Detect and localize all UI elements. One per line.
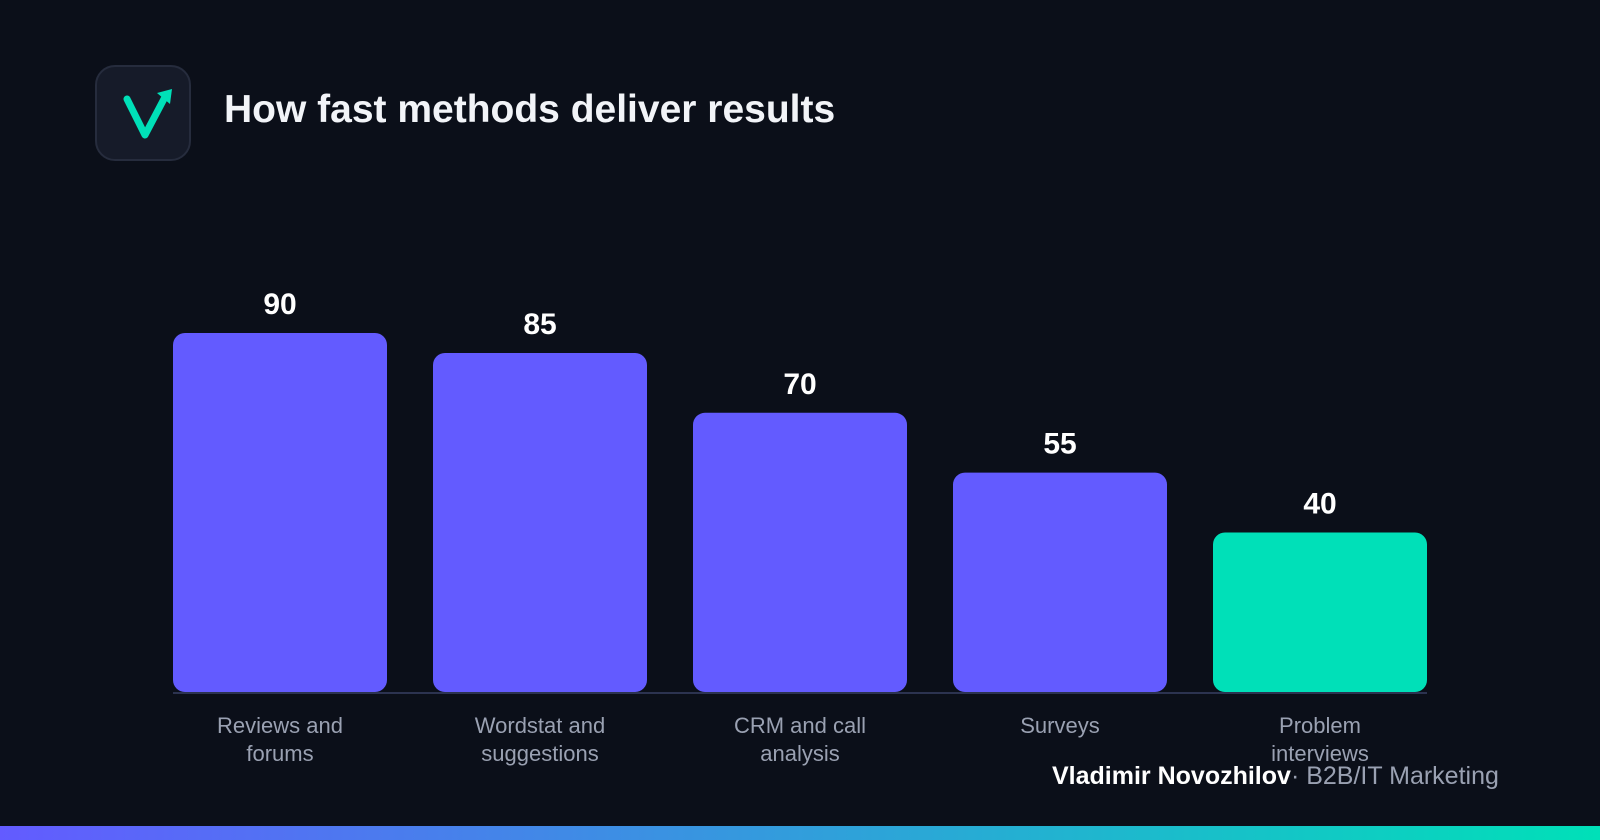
tick-label: Problem interviews [1271,713,1369,766]
footer-separator: · [1290,762,1300,790]
bar [1213,532,1427,692]
bar [433,352,647,692]
tick-label: Wordstat and suggestions [475,713,605,766]
author-name: Vladimir Novozhilov [1052,762,1291,790]
logo [95,65,191,161]
tick-label: Reviews and forums [217,713,343,766]
footer: Vladimir Novozhilov· B2B/IT Marketing [1052,762,1499,791]
bar [693,412,907,692]
bar [953,472,1167,692]
check-arrow-icon [123,89,172,139]
data-label: 40 [1303,487,1336,520]
tick-label: Surveys [1020,713,1099,738]
data-label: 55 [1043,428,1076,461]
bar-chart: 90 Reviews and forums 85 Wordstat and suggest… [173,288,1427,766]
bar [173,333,387,692]
data-label: 70 [783,368,816,401]
page-title: How fast methods deliver results [224,88,836,131]
data-label: 90 [263,288,296,321]
bottom-gradient-bar [0,826,1600,840]
data-label: 85 [523,308,556,341]
author-role: B2B/IT Marketing [1306,762,1499,790]
tick-label: CRM and call analysis [734,713,866,766]
